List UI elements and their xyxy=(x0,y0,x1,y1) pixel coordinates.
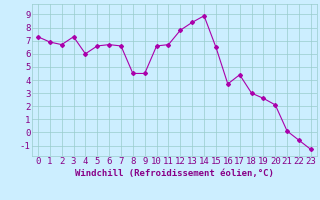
X-axis label: Windchill (Refroidissement éolien,°C): Windchill (Refroidissement éolien,°C) xyxy=(75,169,274,178)
